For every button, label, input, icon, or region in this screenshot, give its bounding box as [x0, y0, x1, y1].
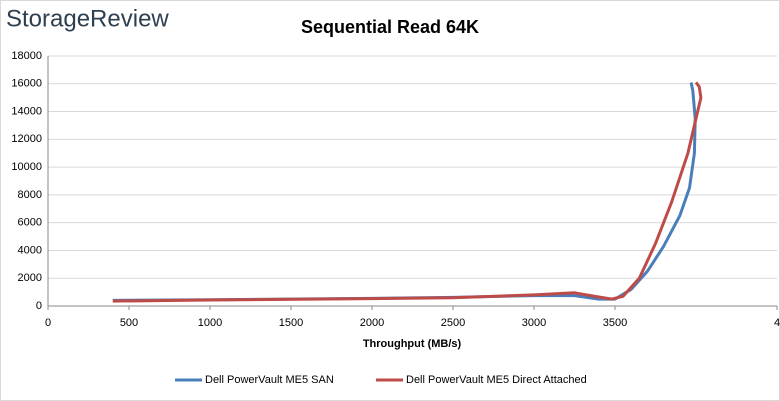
- x-tick-label: 3000: [522, 317, 546, 329]
- y-tick-label: 16000: [11, 78, 42, 90]
- chart-title: Sequential Read 64K: [301, 17, 479, 37]
- x-tick-label: 3500: [603, 317, 627, 329]
- brand-logo: StorageReview: [6, 5, 169, 32]
- y-tick-label: 0: [36, 300, 42, 312]
- x-axis-label: Throughput (MB/s): [363, 338, 462, 350]
- y-tick-label: 2000: [18, 272, 42, 284]
- x-tick-label: 2500: [441, 317, 465, 329]
- x-tick-label: 1000: [198, 317, 222, 329]
- x-tick-label: 2000: [360, 317, 384, 329]
- x-tick-label: 1500: [279, 317, 303, 329]
- y-tick-label: 14000: [11, 105, 42, 117]
- y-tick-label: 6000: [18, 217, 42, 229]
- x-tick-label: 4: [774, 317, 780, 329]
- y-tick-label: 12000: [11, 133, 42, 145]
- y-tick-label: 8000: [18, 189, 42, 201]
- legend-label: Dell PowerVault ME5 SAN: [205, 374, 334, 386]
- x-tick-label: 500: [120, 317, 138, 329]
- data-line: [112, 81, 703, 303]
- y-tick-label: 18000: [11, 50, 42, 62]
- x-tick-label: 0: [45, 317, 51, 329]
- legend-label: Dell PowerVault ME5 Direct Attached: [406, 374, 587, 386]
- y-tick-label: 4000: [18, 244, 42, 256]
- y-tick-label: 10000: [11, 161, 42, 173]
